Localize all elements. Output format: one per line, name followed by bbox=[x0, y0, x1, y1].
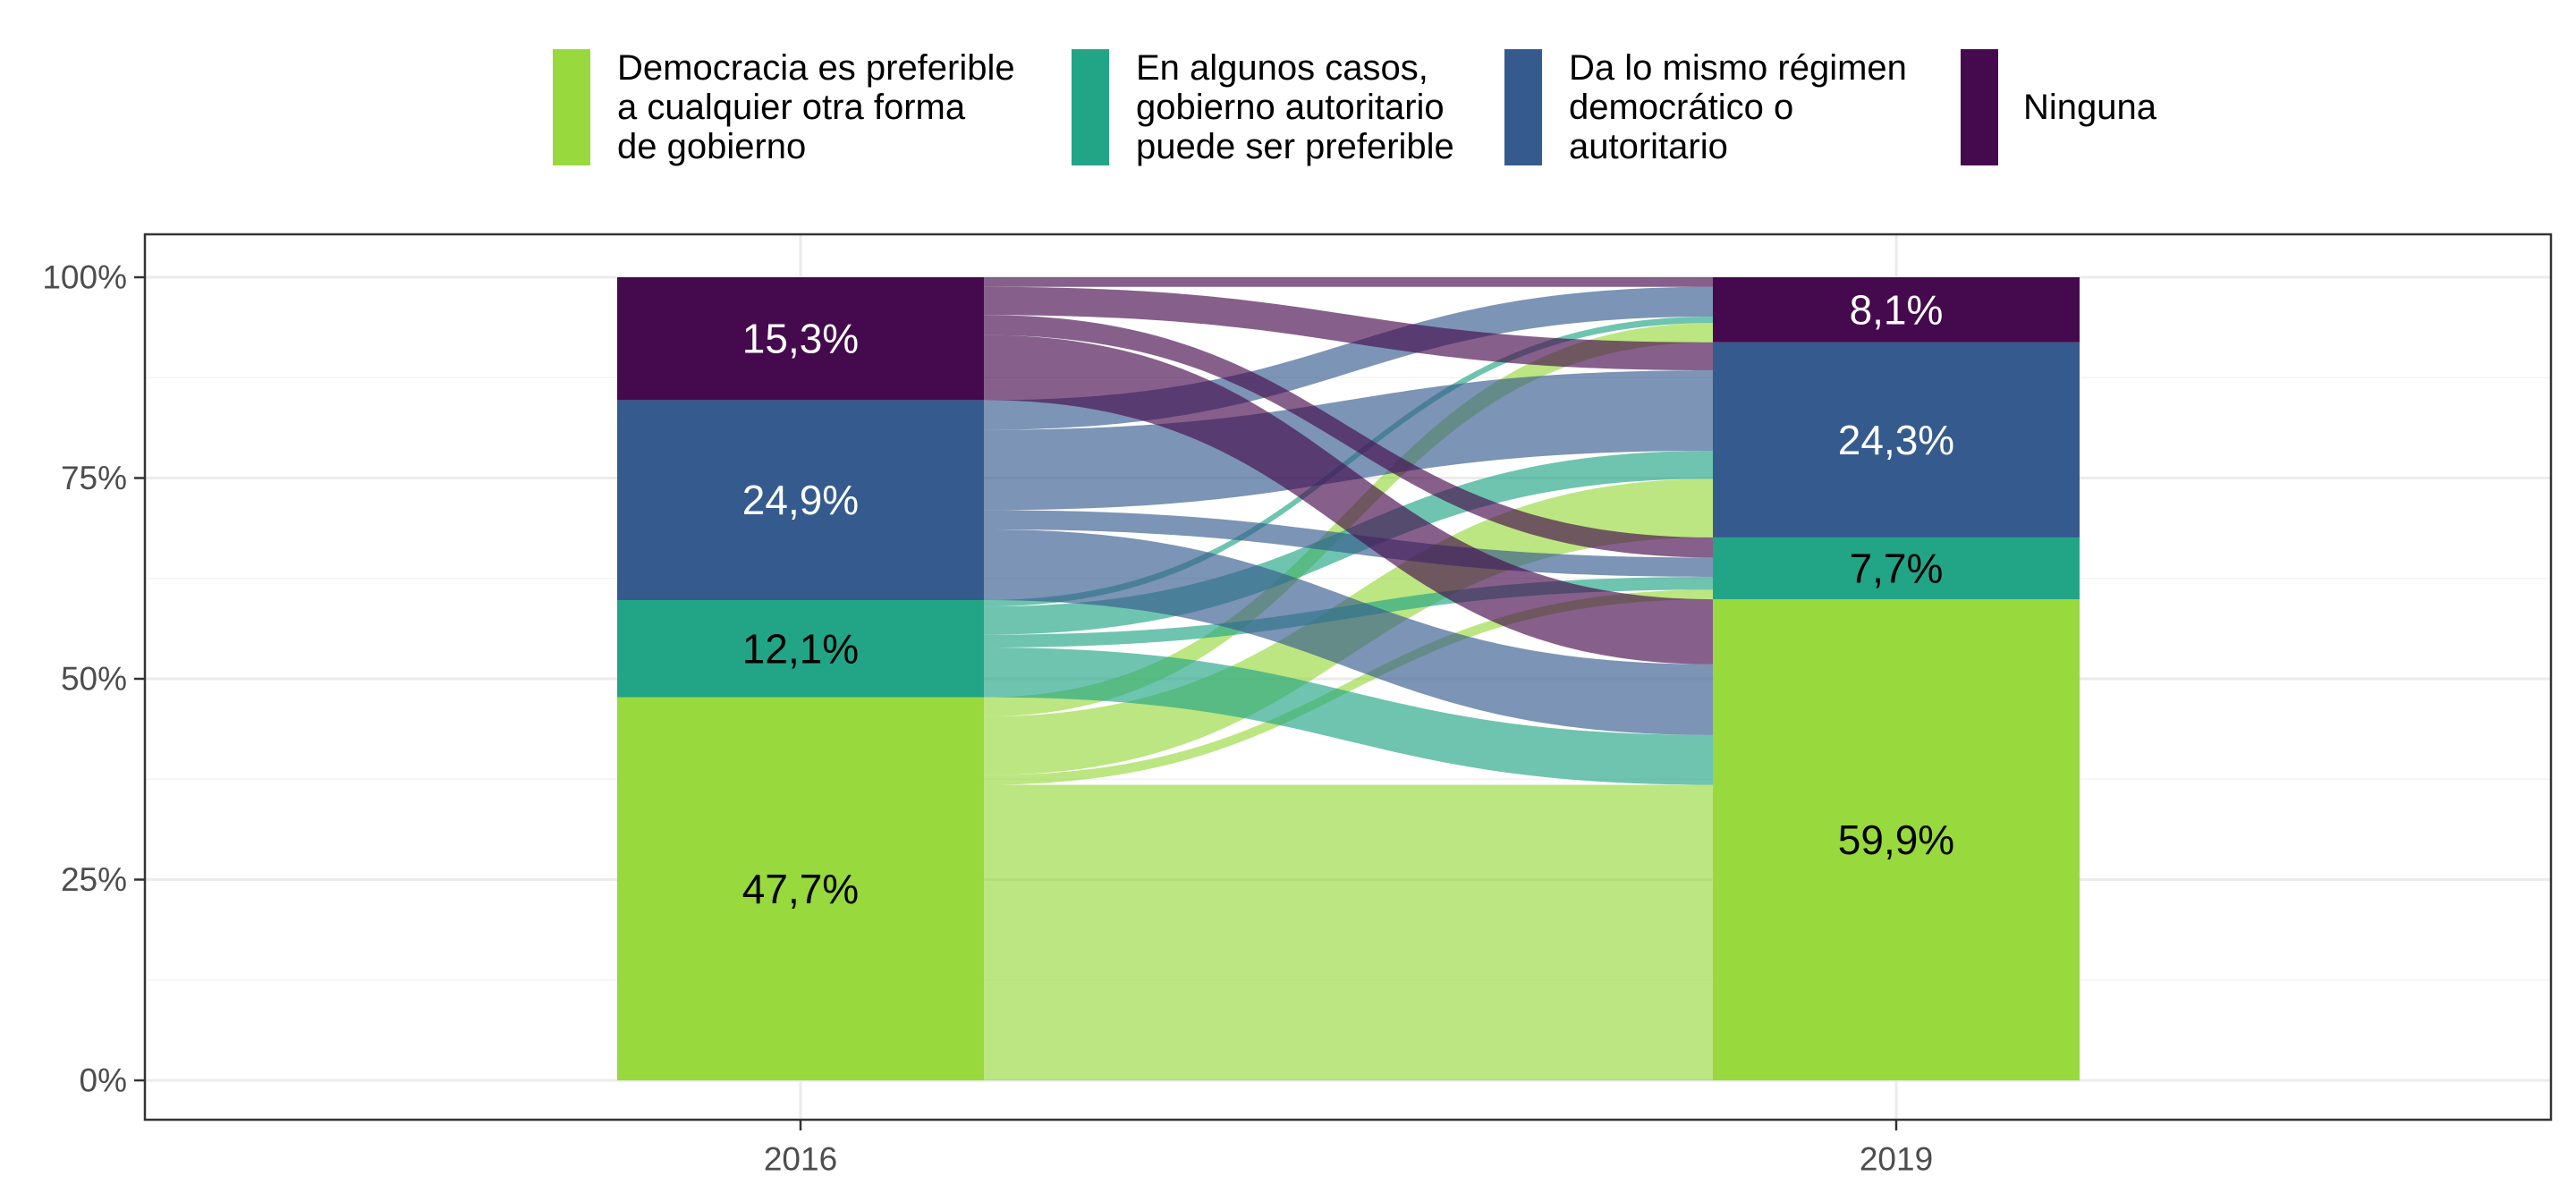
bar-segment-2019-democracia bbox=[1713, 599, 2080, 1080]
flow-da_lo_mismo-to-autoritario bbox=[984, 510, 1713, 577]
flow-ninguna-to-democracia bbox=[984, 334, 1713, 664]
bar-label-2016-autoritario: 12,1% bbox=[742, 625, 859, 672]
flow-democracia-to-democracia bbox=[984, 784, 1713, 1080]
bar-label-2019-autoritario: 7,7% bbox=[1850, 546, 1944, 592]
bar-label-2016-da_lo_mismo: 24,9% bbox=[742, 477, 859, 523]
legend-key-da_lo_mismo bbox=[1504, 49, 1542, 165]
bar-segment-2019-da_lo_mismo bbox=[1713, 342, 2080, 538]
flow-ninguna-to-da_lo_mismo bbox=[984, 286, 1713, 371]
legend-label-autoritario: gobierno autoritario bbox=[1136, 88, 1445, 127]
bar-segment-2016-autoritario bbox=[617, 599, 984, 698]
legend-key-autoritario bbox=[1072, 49, 1109, 165]
bar-label-2016-democracia: 47,7% bbox=[742, 866, 859, 912]
legend-label-da_lo_mismo: autoritario bbox=[1569, 127, 1728, 166]
legend-key-ninguna bbox=[1961, 49, 1998, 165]
bar-label-2019-da_lo_mismo: 24,3% bbox=[1838, 417, 1954, 463]
y-tick-label: 25% bbox=[61, 861, 127, 898]
bar-segment-2016-democracia bbox=[617, 697, 984, 1080]
legend-label-democracia: Democracia es preferible bbox=[617, 48, 1015, 88]
panel-border bbox=[143, 233, 2553, 1122]
flow-da_lo_mismo-to-democracia bbox=[984, 529, 1713, 735]
y-tick-label: 100% bbox=[42, 259, 127, 296]
bar-label-2016-ninguna: 15,3% bbox=[742, 316, 859, 362]
bar-label-2019-democracia: 59,9% bbox=[1838, 817, 1954, 863]
flow-ninguna-to-ninguna bbox=[984, 277, 1713, 287]
axes: 0% 25% 50% 75% 100% 2016 2019 bbox=[42, 259, 1933, 1178]
bar-labels: 47,7% 12,1% 24,9% 15,3% 59,9% 7,7% 24,3% 8,1% bbox=[742, 286, 1954, 911]
legend-label-da_lo_mismo: democrático o bbox=[1569, 88, 1793, 127]
stacked-bars bbox=[617, 277, 2080, 1080]
bar-segment-2016-da_lo_mismo bbox=[617, 400, 984, 600]
bar-label-2019-ninguna: 8,1% bbox=[1850, 286, 1944, 333]
x-tick-label: 2019 bbox=[1860, 1141, 1933, 1178]
flows bbox=[984, 277, 1713, 1080]
y-tick-label: 0% bbox=[80, 1062, 127, 1099]
legend-label-autoritario: puede ser preferible bbox=[1136, 127, 1454, 166]
legend-label-da_lo_mismo: Da lo mismo régimen bbox=[1569, 48, 1907, 88]
bar-segment-2019-ninguna bbox=[1713, 277, 2080, 343]
bar-segment-2016-ninguna bbox=[617, 277, 984, 401]
legend-label-democracia: a cualquier otra forma bbox=[617, 88, 966, 127]
flow-ninguna-to-autoritario bbox=[984, 315, 1713, 558]
legend-key-democracia bbox=[553, 49, 590, 165]
x-tick-label: 2016 bbox=[764, 1141, 837, 1178]
y-tick-label: 50% bbox=[61, 661, 127, 698]
legend-label-democracia: de gobierno bbox=[617, 127, 806, 166]
legend-label-ninguna: Ninguna bbox=[2023, 88, 2157, 127]
y-tick-label: 75% bbox=[61, 460, 127, 496]
legend-label-autoritario: En algunos casos, bbox=[1136, 48, 1428, 88]
flow-autoritario-to-democracia bbox=[984, 647, 1713, 785]
bar-segment-2019-autoritario bbox=[1713, 537, 2080, 600]
flow-democracia-to-autoritario bbox=[984, 589, 1713, 785]
